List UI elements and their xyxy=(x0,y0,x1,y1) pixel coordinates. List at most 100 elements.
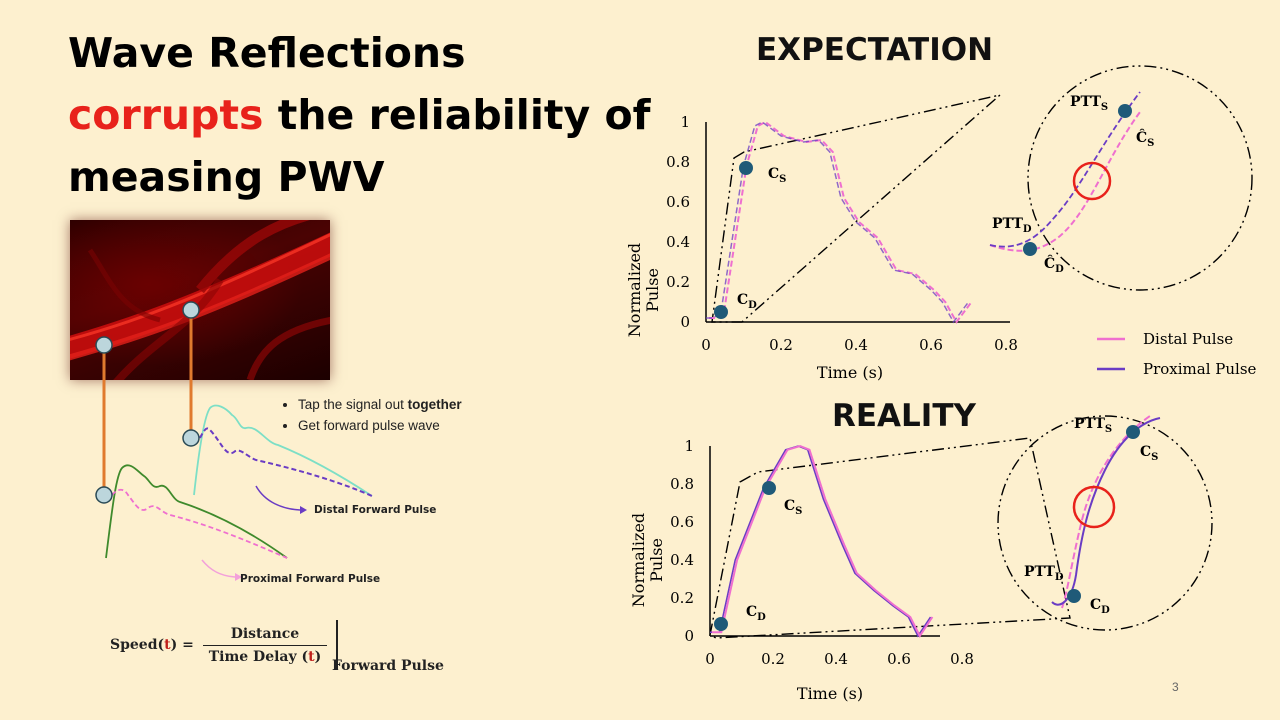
reality-distal-pulse xyxy=(711,444,934,638)
expectation-zoom-proximal xyxy=(989,91,1141,248)
rea-x-tick-label: 0.4 xyxy=(824,650,848,668)
reality-heading: REALITY xyxy=(832,398,976,434)
expectation-cd-marker xyxy=(714,305,728,319)
expectation-zoom-wedge xyxy=(711,94,1001,323)
exp-x-tick-label: 0.4 xyxy=(844,336,868,354)
title-line-2-rest: the reliability of xyxy=(263,91,651,139)
proximal-forward-pulse-label: Proximal Forward Pulse xyxy=(240,573,381,585)
expectation-zoom-cd-marker xyxy=(1023,242,1037,256)
exp-y-tick-label: 0.8 xyxy=(666,153,690,171)
expectation-chat-s-label: ĈS xyxy=(1136,128,1154,149)
rea-x-tick-label: 0.8 xyxy=(950,650,974,668)
title-line-1: Wave Reflections xyxy=(68,29,466,77)
reality-cs-marker xyxy=(762,481,776,495)
proximal-site-marker xyxy=(95,336,113,354)
reality-c-s-label: CS xyxy=(1140,444,1158,463)
svg-text:NormalizedPulse: NormalizedPulse xyxy=(625,243,662,337)
reality-ptt-s-label: PTTS xyxy=(1074,416,1112,435)
distal-site-marker xyxy=(182,301,200,319)
reality-zoom-distal xyxy=(1061,415,1151,609)
exp-y-tick-label: 0.4 xyxy=(666,233,690,251)
expectation-cs-label: CS xyxy=(768,166,786,185)
expectation-zoom-distal xyxy=(989,111,1141,252)
exp-y-tick-label: 1 xyxy=(680,113,690,131)
reality-proximal-pulse xyxy=(710,445,932,638)
bullet-item: Tap the signal out together xyxy=(298,394,462,415)
reality-crossover-circle xyxy=(1072,485,1116,529)
title-highlight: corrupts xyxy=(68,91,264,139)
rea-y-tick-label: 0 xyxy=(684,627,694,645)
reality-c-d-label: CD xyxy=(1090,597,1110,616)
reality-cd-label: CD xyxy=(746,604,766,623)
expectation-crossover-circle xyxy=(1072,161,1112,201)
formula-fraction: Distance Time Delay (t) xyxy=(202,626,328,665)
distal-pulse-trace xyxy=(193,404,373,497)
legend-proximal-label: Proximal Pulse xyxy=(1143,360,1257,378)
proximal-pulse-trace xyxy=(105,464,288,559)
distal-forward-trace xyxy=(199,427,373,497)
proximal-arrow xyxy=(201,559,236,578)
rea-y-tick-label: 1 xyxy=(684,437,694,455)
legend: Distal Pulse Proximal Pulse xyxy=(1097,330,1257,378)
blood-vessel-image xyxy=(70,220,330,380)
expectation-heading: EXPECTATION xyxy=(756,32,994,68)
formula-numerator: Distance xyxy=(202,626,328,646)
svg-text:NormalizedPulse: NormalizedPulse xyxy=(629,513,666,607)
expectation-zoom-circle xyxy=(1027,65,1253,291)
vessel-strands-graphic xyxy=(70,220,330,380)
reality-zoom-cd-marker xyxy=(1067,589,1081,603)
exp-x-tick-label: 0.6 xyxy=(919,336,943,354)
reality-xlabel: Time (s) xyxy=(797,684,863,703)
slide-title: Wave Reflections corrupts the reliabilit… xyxy=(68,22,668,208)
forward-pulse-schematic xyxy=(95,301,373,581)
proximal-pulse-marker xyxy=(95,486,113,504)
legend-distal-label: Distal Pulse xyxy=(1143,330,1233,348)
reality-cs-label: CS xyxy=(784,498,802,517)
speed-formula: Speed(t) = Distance Time Delay (t) Forwa… xyxy=(110,620,444,674)
expectation-zoom-cs-marker xyxy=(1118,104,1132,118)
expectation-distal-pulse xyxy=(709,120,973,324)
exp-y-tick-label: 0 xyxy=(680,313,690,331)
exp-x-tick-label: 0.2 xyxy=(769,336,793,354)
exp-x-tick-label: 0.8 xyxy=(994,336,1018,354)
expectation-cs-marker xyxy=(739,161,753,175)
exp-x-tick-label: 0 xyxy=(701,336,711,354)
rea-y-tick-label: 0.2 xyxy=(670,589,694,607)
title-line-2: corrupts the reliability of xyxy=(68,84,668,146)
proximal-forward-trace xyxy=(111,488,288,559)
expectation-ptt-s-label: PTTS xyxy=(1070,94,1108,113)
page-number: 3 xyxy=(1172,680,1179,694)
rea-x-tick-label: 0 xyxy=(705,650,715,668)
exp-y-tick-label: 0.6 xyxy=(666,193,690,211)
reality-ptt-d-label: PTTD xyxy=(1024,564,1064,583)
reality-chart: NormalizedPulse 0 0.2 0.4 0.6 0.8 1 0 0.2 0.4 0.… xyxy=(629,415,1213,703)
rea-x-tick-label: 0.6 xyxy=(887,650,911,668)
rea-x-tick-label: 0.2 xyxy=(761,650,785,668)
rea-y-tick-label: 0.6 xyxy=(670,513,694,531)
reality-zoom-wedge xyxy=(709,437,1071,639)
proximal-arrow-head xyxy=(235,573,242,581)
formula-eval-bar xyxy=(336,620,338,670)
distal-arrow xyxy=(255,485,301,511)
reality-zoom-circle xyxy=(997,415,1213,631)
reality-zoom-cs-marker xyxy=(1126,425,1140,439)
bullet-item: Get forward pulse wave xyxy=(298,415,462,436)
expectation-cd-label: CD xyxy=(737,292,757,311)
reality-cd-marker xyxy=(714,617,728,631)
distal-pulse-marker xyxy=(182,429,200,447)
exp-y-tick-label: 0.2 xyxy=(666,273,690,291)
expectation-chart: NormalizedPulse 0 0.2 0.4 0.6 0.8 1 0 0.2 0.4 0.… xyxy=(625,65,1253,382)
title-line-3: measing PWV xyxy=(68,153,385,201)
rea-y-tick-label: 0.8 xyxy=(670,475,694,493)
reality-ylabel: NormalizedPulse xyxy=(629,513,666,607)
formula-denominator: Time Delay (t) xyxy=(208,648,322,665)
distal-forward-pulse-label: Distal Forward Pulse xyxy=(314,504,437,516)
expectation-xlabel: Time (s) xyxy=(817,363,883,382)
rea-y-tick-label: 0.4 xyxy=(670,551,694,569)
distal-arrow-head xyxy=(300,506,307,514)
expectation-chat-d-label: ĈD xyxy=(1044,254,1064,275)
formula-subscript: Forward Pulse xyxy=(332,658,444,674)
expectation-ptt-d-label: PTTD xyxy=(992,216,1032,235)
expectation-ylabel: NormalizedPulse xyxy=(625,243,662,337)
bullet-list: Tap the signal out together Get forward … xyxy=(280,394,462,436)
